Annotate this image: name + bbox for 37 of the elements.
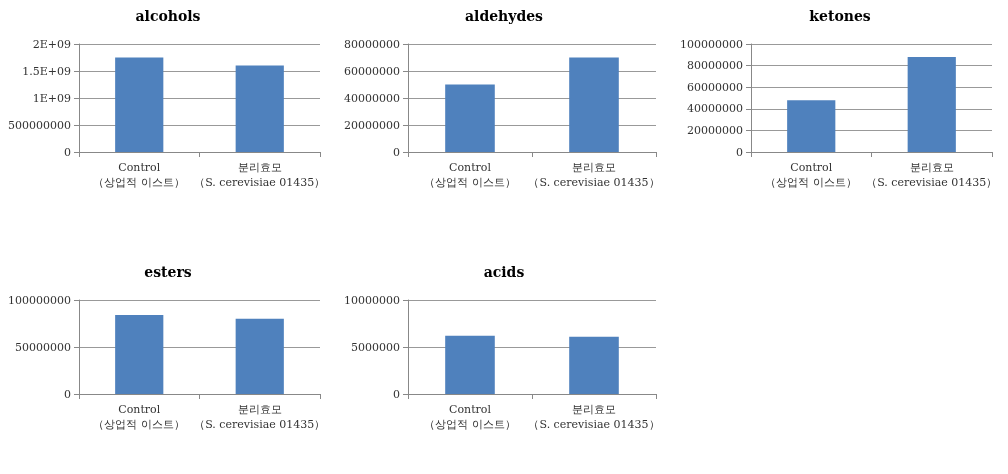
y-tick-label: 0: [63, 387, 71, 401]
y-tick-label: 40000000: [343, 91, 400, 105]
y-tick-label: 80000000: [686, 59, 743, 73]
y-tick-label: 0: [735, 145, 743, 159]
y-tick-label: 20000000: [343, 118, 400, 132]
x-tick-label: Control （상업적 이스트）: [93, 161, 185, 189]
y-tick-label: 1.5E+09: [22, 64, 71, 78]
chart-title: aldehydes: [465, 8, 544, 24]
x-tick-label: 분리효모 （S. cerevisiae 01435）: [194, 161, 326, 189]
y-tick-label: 20000000: [686, 123, 743, 137]
y-tick-label: 60000000: [343, 64, 400, 78]
chart-title: acids: [483, 264, 525, 280]
chart-title: esters: [144, 264, 192, 280]
x-tick-label: Control （상업적 이스트）: [424, 403, 516, 431]
y-tick-label: 100000000: [7, 293, 71, 307]
y-tick-label: 5000000: [350, 340, 400, 354]
x-tick-label: Control （상업적 이스트）: [93, 403, 185, 431]
y-tick-label: 2E+09: [32, 37, 71, 51]
y-tick-label: 60000000: [686, 80, 743, 94]
chart-title: ketones: [809, 8, 871, 24]
x-tick-label: 분리효모 （S. cerevisiae 01435）: [866, 161, 998, 189]
y-tick-label: 0: [392, 387, 400, 401]
y-tick-label: 50000000: [14, 340, 71, 354]
y-tick-label: 80000000: [343, 37, 400, 51]
y-tick-label: 10000000: [343, 293, 400, 307]
x-tick-label: Control （상업적 이스트）: [765, 161, 857, 189]
chart-title: alcohols: [135, 8, 201, 24]
y-tick-label: 100000000: [679, 37, 743, 51]
y-tick-label: 0: [392, 145, 400, 159]
x-tick-label: 분리효모 （S. cerevisiae 01435）: [528, 161, 660, 189]
y-tick-label: 500000000: [7, 118, 71, 132]
x-tick-label: 분리효모 （S. cerevisiae 01435）: [194, 403, 326, 431]
x-tick-label: Control （상업적 이스트）: [424, 161, 516, 189]
y-tick-label: 1E+09: [32, 91, 71, 105]
y-tick-label: 40000000: [686, 102, 743, 116]
x-tick-label: 분리효모 （S. cerevisiae 01435）: [528, 403, 660, 431]
y-tick-label: 0: [63, 145, 71, 159]
